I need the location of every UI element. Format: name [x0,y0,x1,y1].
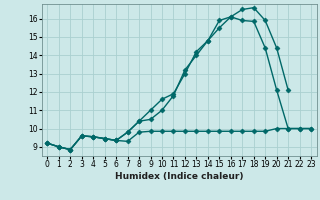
X-axis label: Humidex (Indice chaleur): Humidex (Indice chaleur) [115,172,244,181]
